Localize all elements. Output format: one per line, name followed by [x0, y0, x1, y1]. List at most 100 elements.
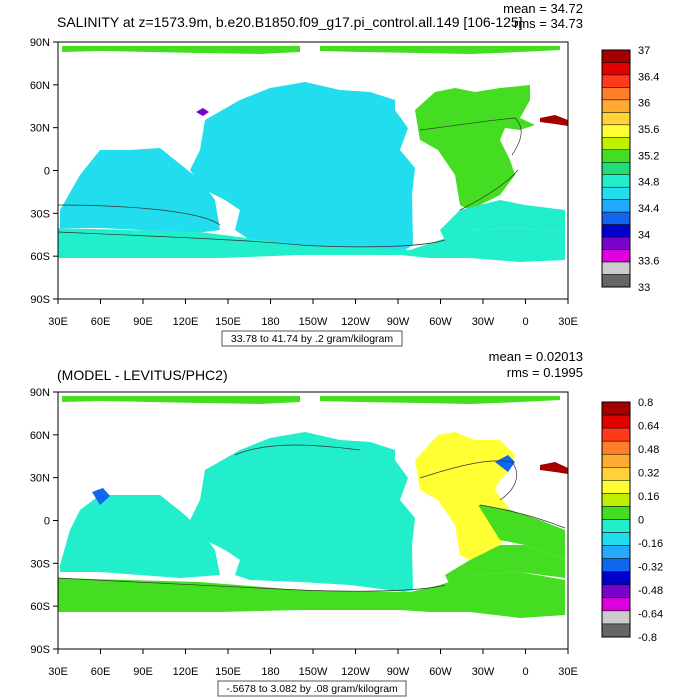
- colorbar-label: 0.48: [638, 444, 659, 456]
- lat-tick-label: 60N: [30, 430, 50, 442]
- difference-panel: (MODEL - LEVITUS/PHC2) mean = 0.02013 rm…: [30, 349, 663, 697]
- colorbar-swatch: [601, 545, 631, 559]
- colorbar-swatch: [601, 584, 631, 599]
- colorbar-swatch: [601, 427, 631, 442]
- colorbar-label: -0.32: [638, 562, 663, 574]
- arctic-ocean-east: [320, 46, 560, 54]
- lon-tick-label: 0: [522, 316, 528, 328]
- lon-tick-label: 180: [261, 666, 279, 678]
- lon-tick-label: 0: [522, 666, 528, 678]
- colorbar-label: 0.16: [638, 491, 659, 503]
- lon-tick-label: 90W: [387, 316, 410, 328]
- colorbar-swatch: [601, 124, 631, 138]
- colorbar-label: 36.4: [638, 71, 659, 83]
- indian-ocean: [60, 148, 220, 235]
- colorbar-swatch: [601, 249, 631, 263]
- colorbar-label: 33: [638, 282, 650, 294]
- colorbar-swatch: [601, 558, 631, 572]
- colorbar-swatch: [601, 440, 631, 455]
- indian-ocean: [60, 495, 220, 578]
- colorbar-swatch: [601, 571, 631, 586]
- lat-tick-label: 60S: [30, 251, 50, 263]
- colorbar-label: -0.64: [638, 609, 663, 621]
- colorbar-label: 34.8: [638, 177, 659, 189]
- colorbar-swatch: [601, 199, 631, 213]
- contour-line: [419, 117, 522, 156]
- colorbar-label: 36: [638, 98, 650, 110]
- contour-line: [479, 504, 566, 529]
- colorbar-swatch: [601, 493, 631, 507]
- lon-tick-label: 60W: [429, 666, 452, 678]
- colorbar-label: -0.16: [638, 538, 663, 550]
- difference-axes: 90N 60N 30N 0 30S 60S 90S 30E 60E 90E 120E 150E 180 1…: [30, 387, 578, 678]
- lat-tick-label: 0: [44, 516, 50, 528]
- difference-colorbar: 0.8 0.64 0.48 0.32 0.16 0 -0.16 -0.32 -0.48 -0.64…: [601, 397, 663, 644]
- lon-tick-label: 150E: [215, 666, 241, 678]
- colorbar-swatch: [601, 186, 631, 200]
- salinity-colorbar: 37 36.4 36 35.6 35.2 34.8 34.4 34 33.6 33: [601, 45, 659, 294]
- colorbar-swatch: [601, 62, 631, 76]
- contour-line: [57, 231, 446, 248]
- lat-tick-label: 30S: [30, 208, 50, 220]
- colorbar-label: 35.6: [638, 124, 659, 136]
- lat-tick-label: 90N: [30, 37, 50, 49]
- colorbar-label: 0.64: [638, 421, 659, 433]
- lon-tick-label: 60E: [91, 316, 111, 328]
- colorbar-swatch: [601, 112, 631, 126]
- colorbar-swatch: [601, 99, 631, 113]
- lon-tick-label: 30E: [48, 316, 68, 328]
- lon-tick-label: 120E: [173, 666, 199, 678]
- colorbar-swatch: [601, 174, 631, 188]
- southern-ocean-band: [58, 228, 565, 262]
- colorbar-label: 35.2: [638, 150, 659, 162]
- colorbar-swatch: [601, 87, 631, 101]
- lon-tick-label: 90E: [133, 316, 153, 328]
- arctic-ocean: [62, 396, 300, 404]
- colorbar-swatch: [601, 224, 631, 238]
- lon-tick-label: 30W: [472, 316, 495, 328]
- salinity-title: SALINITY at z=1573.9m, b.e20.B1850.f09_g…: [57, 14, 523, 30]
- gulf-stream-anomaly: [495, 455, 515, 472]
- colorbar-label: 0.32: [638, 468, 659, 480]
- lon-tick-label: 120W: [341, 316, 370, 328]
- colorbar-swatch: [601, 274, 631, 288]
- pacific-ocean: [190, 82, 415, 250]
- contour-line: [459, 169, 519, 211]
- colorbar-swatch: [601, 597, 631, 612]
- lon-tick-label: 150W: [299, 666, 328, 678]
- colorbar-swatch: [601, 532, 631, 546]
- pacific-ocean: [190, 432, 415, 592]
- lat-tick-label: 90N: [30, 387, 50, 399]
- salinity-map: [57, 41, 569, 300]
- lon-tick-label: 30W: [472, 666, 495, 678]
- arabian-sea-anomaly: [92, 488, 110, 505]
- colorbar-frame: [601, 49, 631, 288]
- difference-info-text: -.5678 to 3.082 by .08 gram/kilogram: [226, 683, 398, 695]
- difference-info-box: -.5678 to 3.082 by .08 gram/kilogram: [217, 680, 407, 697]
- mediterranean-sea: [540, 115, 568, 126]
- contour-line: [419, 460, 517, 501]
- colorbar-label: 34.4: [638, 203, 659, 215]
- lon-tick-label: 60E: [91, 666, 111, 678]
- lat-tick-label: 30N: [30, 473, 50, 485]
- salinity-mean: mean = 34.72: [503, 1, 583, 16]
- colorbar-label: 0: [638, 515, 644, 527]
- colorbar-swatch: [601, 467, 631, 481]
- colorbar-swatch: [601, 211, 631, 225]
- difference-rms: rms = 0.1995: [507, 365, 583, 380]
- colorbar-swatch: [601, 49, 631, 63]
- lon-tick-label: 30E: [558, 316, 578, 328]
- lat-tick-label: 60N: [30, 80, 50, 92]
- arctic-ocean: [62, 46, 300, 54]
- colorbar-swatch: [601, 74, 631, 88]
- info-box-frame: [217, 680, 407, 697]
- colorbar-label: 37: [638, 45, 650, 57]
- difference-mean: mean = 0.02013: [489, 349, 583, 364]
- colorbar-swatch: [601, 401, 631, 416]
- south-atlantic: [445, 545, 565, 585]
- contour-line: [57, 204, 221, 226]
- colorbar-swatch: [601, 236, 631, 250]
- difference-title: (MODEL - LEVITUS/PHC2): [57, 367, 228, 383]
- lon-tick-label: 90W: [387, 666, 410, 678]
- colorbar-swatch: [601, 137, 631, 151]
